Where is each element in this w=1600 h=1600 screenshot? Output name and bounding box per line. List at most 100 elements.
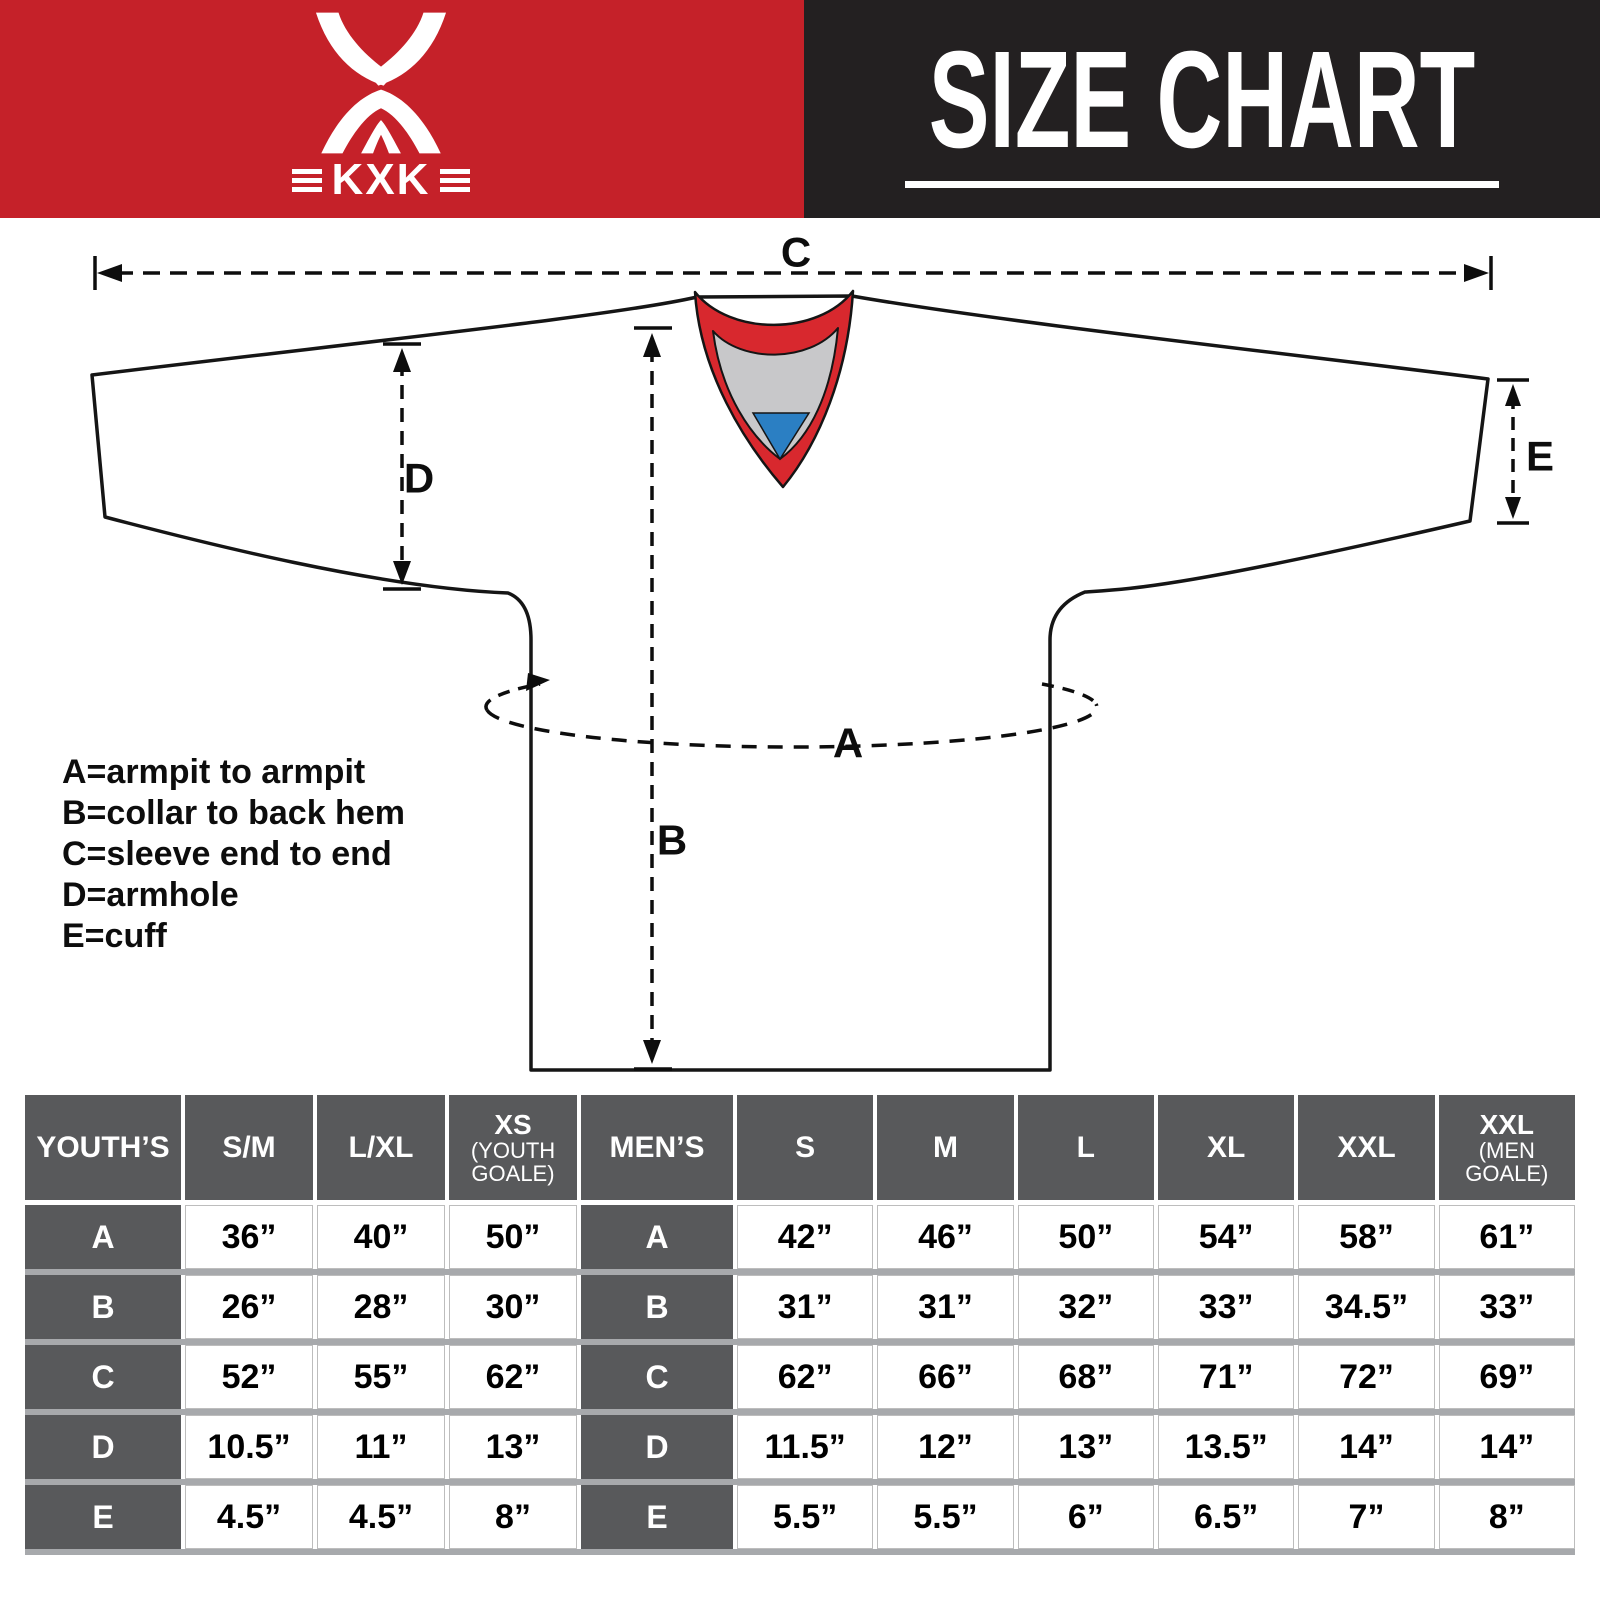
size-table: YOUTH’S S/M L/XL XS (YOUTH GOALE) MEN’S … [25,1095,1575,1555]
value-cell: 31” [877,1275,1014,1339]
value-cell: 8” [1438,1485,1575,1549]
value-cell: 7” [1298,1485,1435,1549]
legend-line-e: E=cuff [62,917,167,955]
row-label: C [581,1345,733,1409]
header-mens-m: M [877,1095,1014,1200]
header-gap [25,1200,1575,1205]
header-mens-goalie-size: XXL [1479,1108,1535,1140]
measure-e-arrow [1497,378,1529,525]
value-cell: 54” [1157,1205,1295,1269]
value-cell: 5.5” [877,1485,1014,1549]
arrowhead-up [1505,384,1521,406]
table-row-a: A 36” 40” 50” A 42” 46” 50” 54” 58” 61” [25,1205,1575,1269]
arrowhead-up [393,348,411,372]
value-cell: 68” [1017,1345,1154,1409]
header-mens-l: L [1017,1095,1154,1200]
table-row-b: B 26” 28” 30” B 31” 31” 32” 33” 34.5” 33… [25,1275,1575,1339]
title-black-panel: SIZE CHART [804,0,1600,218]
header-band: KXK SIZE CHART [0,0,1600,218]
row-label: E [25,1485,181,1549]
value-cell: 46” [877,1205,1014,1269]
row-label: A [25,1205,181,1269]
value-cell: 72” [1298,1345,1435,1409]
row-label: B [581,1275,733,1339]
value-cell: 50” [449,1205,577,1269]
value-cell: 33” [1438,1275,1575,1339]
arrowhead-down [1505,497,1521,519]
value-cell: 28” [317,1275,445,1339]
row-separator [25,1339,1575,1345]
value-cell: 30” [449,1275,577,1339]
value-cell: 14” [1298,1415,1435,1479]
value-cell: 4.5” [317,1485,445,1549]
header-mens-xxl: XXL [1298,1095,1435,1200]
value-cell: 13” [449,1415,577,1479]
value-cell: 11.5” [737,1415,874,1479]
value-cell: 42” [737,1205,874,1269]
value-cell: 32” [1017,1275,1154,1339]
value-cell: 10.5” [185,1415,313,1479]
arrowhead-left [97,264,122,282]
row-separator [25,1269,1575,1275]
row-label: D [581,1415,733,1479]
value-cell: 13” [1017,1415,1154,1479]
kxk-logo: KXK [256,10,506,208]
collar-inner [712,327,839,460]
value-cell: 61” [1438,1205,1575,1269]
value-cell: 31” [737,1275,874,1339]
value-cell: 62” [737,1345,874,1409]
title-underline [905,180,1499,188]
row-label: A [581,1205,733,1269]
header-mens-xl: XL [1157,1095,1295,1200]
value-cell: 26” [185,1275,313,1339]
jersey-outline [90,294,1490,1072]
value-cell: 5.5” [737,1485,874,1549]
arrowhead-down [643,1040,661,1064]
header-youth-goalie-size: XS [494,1108,532,1140]
header-mens-goalie-sub1: (MEN [1478,1138,1535,1164]
measure-a-ellipse [484,682,1099,749]
value-cell: 6” [1017,1485,1154,1549]
header-mens-goalie: XXL (MEN GOALE) [1438,1095,1575,1200]
equals-bars-icon [440,168,471,192]
kxk-emblem-icon [315,12,447,154]
value-cell: 71” [1157,1345,1295,1409]
value-cell: 52” [185,1345,313,1409]
value-cell: 62” [449,1345,577,1409]
value-cell: 69” [1438,1345,1575,1409]
value-cell: 14” [1438,1415,1575,1479]
size-table-header-row: YOUTH’S S/M L/XL XS (YOUTH GOALE) MEN’S … [25,1095,1575,1200]
header-mens-goalie-sub2: GOALE) [1465,1161,1549,1187]
header-youth-goalie: XS (YOUTH GOALE) [449,1095,577,1200]
brand-red-panel: KXK [0,0,804,218]
row-label: D [25,1415,181,1479]
mark-a: A [833,720,863,767]
brand-name: KXK [331,155,431,204]
row-separator [25,1479,1575,1485]
value-cell: 36” [185,1205,313,1269]
value-cell: 11” [317,1415,445,1479]
legend-line-d: D=armhole [62,876,239,914]
arrowhead-down [393,561,411,585]
header-youths: YOUTH’S [25,1095,181,1200]
collar-tie-down [751,412,811,461]
table-row-e: E 4.5” 4.5” 8” E 5.5” 5.5” 6” 6.5” 7” 8” [25,1485,1575,1549]
measure-c-arrow [93,256,1493,290]
header-youth-sm: S/M [185,1095,313,1200]
header-youth-goalie-sub1: (YOUTH [470,1138,556,1164]
legend-line-a: A=armpit to armpit [62,753,366,791]
value-cell: 33” [1157,1275,1295,1339]
arrowhead-ne [526,673,550,691]
mark-d: D [404,455,434,502]
table-row-c: C 52” 55” 62” C 62” 66” 68” 71” 72” 69” [25,1345,1575,1409]
table-row-d: D 10.5” 11” 13” D 11.5” 12” 13” 13.5” 14… [25,1415,1575,1479]
legend-line-c: C=sleeve end to end [62,835,392,873]
header-mens-s: S [737,1095,874,1200]
value-cell: 12” [877,1415,1014,1479]
row-label: E [581,1485,733,1549]
value-cell: 4.5” [185,1485,313,1549]
value-cell: 50” [1017,1205,1154,1269]
value-cell: 55” [317,1345,445,1409]
